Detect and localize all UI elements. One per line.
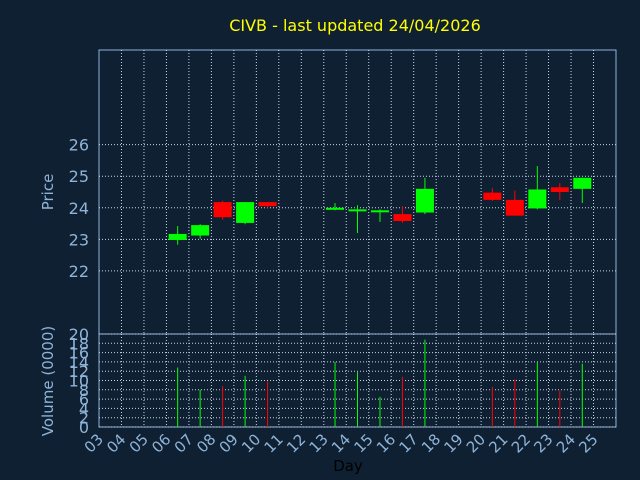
candle-body xyxy=(393,214,412,222)
price-axis-label: Price xyxy=(39,174,57,211)
candle-body xyxy=(213,202,232,218)
candle-body xyxy=(236,202,255,223)
volume-tick-label: 12 xyxy=(69,362,89,381)
candle-body xyxy=(528,189,547,209)
volume-tick-label: 2 xyxy=(79,409,89,428)
chart-title: CIVB - last updated 24/04/2026 xyxy=(229,16,481,35)
candle-body xyxy=(505,199,524,216)
candle-body xyxy=(550,187,569,192)
volume-tick-label: 14 xyxy=(69,353,89,372)
candle-body xyxy=(415,188,434,213)
volume-tick-label: 6 xyxy=(79,390,89,409)
volume-axis-label: Volume (0000) xyxy=(39,326,57,436)
price-tick-label: 26 xyxy=(69,136,89,155)
x-axis-label: Day xyxy=(333,457,363,475)
volume-tick-label: 10 xyxy=(69,372,89,391)
candle-body xyxy=(326,207,345,210)
price-tick-label: 22 xyxy=(69,262,89,281)
day-tick-label: 25 xyxy=(575,430,601,456)
candle-body xyxy=(348,209,367,212)
volume-tick-label: 18 xyxy=(69,334,89,353)
day-tick-labels: 0304050607080910111213141516171819202122… xyxy=(81,430,602,456)
candle-body xyxy=(258,202,277,207)
candle-body xyxy=(191,225,210,236)
price-tick-label: 25 xyxy=(69,167,89,186)
candle-body xyxy=(168,233,187,240)
volume-bars xyxy=(177,339,583,427)
price-tick-label: 24 xyxy=(69,199,89,218)
price-tick-label: 20 xyxy=(69,325,89,344)
candle-body xyxy=(370,210,389,213)
volume-tick-label: 8 xyxy=(79,381,89,400)
candle-bodies xyxy=(168,177,592,240)
volume-tick-label: 4 xyxy=(79,399,89,418)
price-tick-label: 23 xyxy=(69,230,89,249)
price-tick-labels: 20 22 23 24 25 26 xyxy=(69,136,89,344)
candle-body xyxy=(573,177,592,189)
volume-tick-label: 0 xyxy=(79,418,89,437)
candle-body xyxy=(483,192,502,200)
volume-tick-label: 16 xyxy=(69,344,89,363)
